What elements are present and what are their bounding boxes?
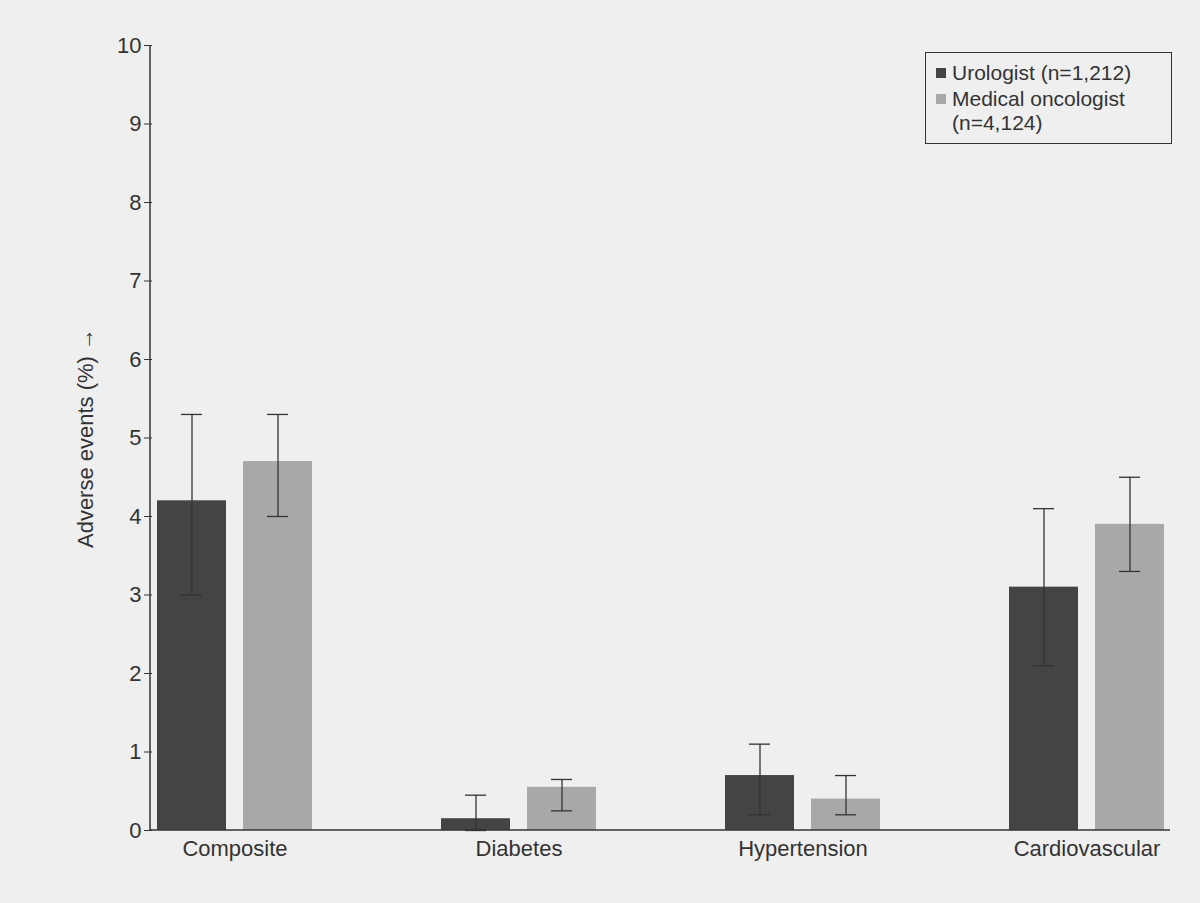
svg-text:Composite: Composite <box>182 836 287 861</box>
svg-text:2: 2 <box>129 661 141 686</box>
svg-text:3: 3 <box>129 582 141 607</box>
svg-text:1: 1 <box>129 739 141 764</box>
svg-text:8: 8 <box>129 190 141 215</box>
svg-text:4: 4 <box>129 504 141 529</box>
html-text:Urologist (n=1,212): Urologist (n=1,212) <box>952 61 1132 84</box>
svg-text:9: 9 <box>129 111 141 136</box>
svg-text:5: 5 <box>129 425 141 450</box>
svg-text:Cardiovascular: Cardiovascular <box>1014 836 1161 861</box>
html-text:Medical oncologist (n=4,124): Medical oncologist (n=4,124) <box>952 87 1125 134</box>
svg-text:Hypertension: Hypertension <box>738 836 868 861</box>
svg-text:7: 7 <box>129 268 141 293</box>
svg-text:0: 0 <box>129 818 141 843</box>
svg-text:10: 10 <box>117 33 141 58</box>
svg-text:6: 6 <box>129 347 141 372</box>
svg-text:Diabetes: Diabetes <box>476 836 563 861</box>
svg-text:Adverse events (%) →: Adverse events (%) → <box>73 328 98 548</box>
